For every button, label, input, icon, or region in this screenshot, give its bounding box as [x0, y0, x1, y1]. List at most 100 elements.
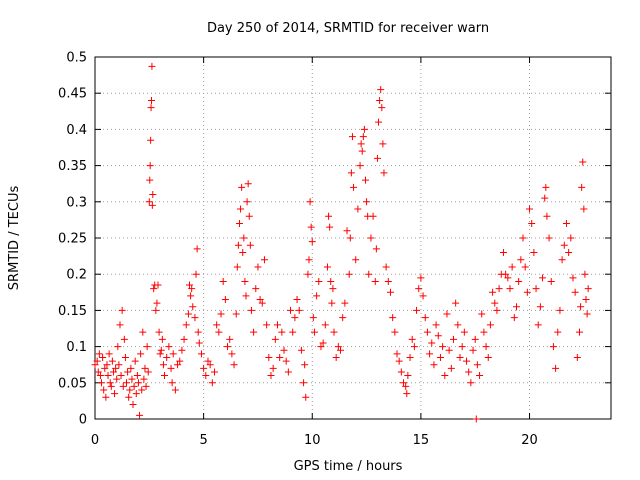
data-point [543, 212, 551, 220]
data-point [152, 306, 160, 314]
data-point [359, 133, 367, 141]
data-point [302, 393, 310, 401]
data-point [584, 285, 592, 293]
data-point [197, 350, 205, 358]
data-point [580, 205, 588, 213]
data-point [167, 364, 175, 372]
data-point [510, 314, 518, 322]
data-point [100, 386, 108, 394]
data-point [230, 361, 238, 369]
data-point [463, 357, 471, 365]
data-point [145, 198, 153, 206]
data-point [315, 277, 323, 285]
data-point [263, 321, 271, 329]
data-point [184, 310, 192, 318]
data-point [460, 328, 468, 336]
y-tick-label: 0.45 [58, 87, 87, 102]
data-point [534, 321, 542, 329]
data-point [478, 310, 486, 318]
y-tick-label: 0.3 [66, 195, 87, 210]
data-point [156, 350, 164, 358]
data-point [328, 299, 336, 307]
data-point [417, 274, 425, 282]
data-point [291, 314, 299, 322]
data-point [321, 321, 329, 329]
data-point [323, 263, 331, 271]
data-point [367, 234, 375, 242]
data-point [400, 379, 408, 387]
data-point [232, 310, 240, 318]
data-point [423, 328, 431, 336]
data-point [235, 220, 243, 228]
data-point [554, 328, 562, 336]
data-point [556, 306, 564, 314]
data-point [163, 353, 171, 361]
data-point [493, 306, 501, 314]
data-point [278, 328, 286, 336]
data-point [293, 296, 301, 304]
data-point [113, 375, 121, 383]
data-point [365, 270, 373, 278]
data-point [313, 292, 321, 300]
data-point [102, 393, 110, 401]
data-point [360, 125, 368, 133]
data-point [346, 234, 354, 242]
data-point [558, 256, 566, 264]
data-point [439, 343, 447, 351]
x-axis-label: GPS time / hours [294, 459, 403, 474]
data-point [579, 158, 587, 166]
data-point [403, 390, 411, 398]
data-point [472, 415, 480, 423]
data-point [549, 343, 557, 351]
data-point [361, 176, 369, 184]
data-point [128, 375, 136, 383]
data-point [265, 353, 273, 361]
data-point [242, 292, 250, 300]
data-point [147, 104, 155, 112]
data-point [334, 343, 342, 351]
data-point [373, 154, 381, 162]
x-tick-label: 20 [521, 433, 538, 448]
data-point [106, 379, 114, 387]
data-point [517, 256, 525, 264]
data-point [329, 285, 337, 293]
data-point [562, 220, 570, 228]
data-point [350, 183, 358, 191]
data-point [245, 212, 253, 220]
y-tick-label: 0.4 [66, 123, 87, 138]
data-point [382, 263, 390, 271]
data-point [274, 321, 282, 329]
data-point [132, 390, 140, 398]
data-point [91, 361, 99, 369]
data-point [539, 274, 547, 282]
data-point [508, 263, 516, 271]
data-point [391, 328, 399, 336]
data-point [345, 270, 353, 278]
data-point [523, 288, 531, 296]
data-point [129, 401, 137, 409]
data-point [240, 234, 248, 242]
data-point [109, 368, 117, 376]
data-point [502, 270, 510, 278]
data-point [150, 285, 158, 293]
data-point [121, 353, 129, 361]
data-point [577, 303, 585, 311]
data-point [243, 198, 251, 206]
data-point [325, 212, 333, 220]
data-point [532, 285, 540, 293]
data-point [582, 296, 590, 304]
x-tick-label: 5 [199, 433, 207, 448]
data-point [237, 205, 245, 213]
data-point [330, 328, 338, 336]
data-point [244, 180, 252, 188]
data-point [289, 328, 297, 336]
data-point [234, 241, 242, 249]
data-point [447, 364, 455, 372]
data-point [443, 310, 451, 318]
data-point [213, 321, 221, 329]
data-point [123, 379, 131, 387]
data-point [436, 353, 444, 361]
y-tick-label: 0.5 [66, 51, 87, 66]
data-point [469, 346, 477, 354]
data-point [112, 364, 120, 372]
